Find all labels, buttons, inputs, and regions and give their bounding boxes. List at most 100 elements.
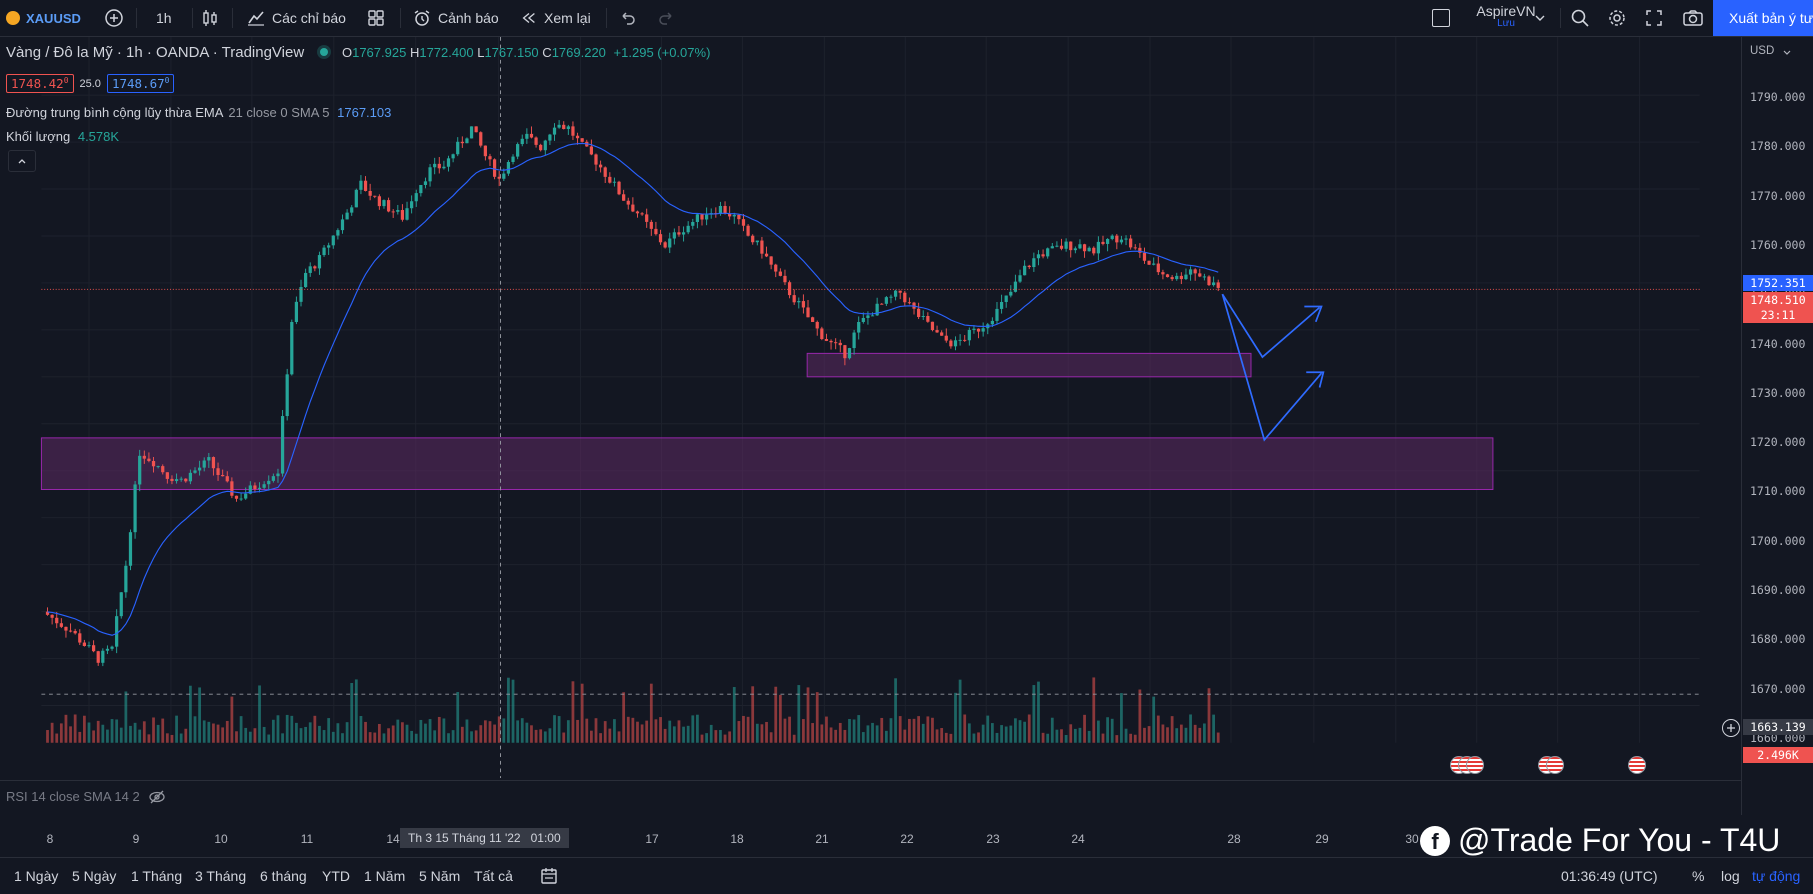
settings-button[interactable] <box>1607 0 1627 36</box>
volume-bar <box>83 715 86 743</box>
volume-legend[interactable]: Khối lượng 4.578K <box>6 129 119 144</box>
range-button[interactable]: 5 Năm <box>419 868 461 884</box>
range-button[interactable]: 1 Năm <box>364 868 406 884</box>
volume-bar <box>101 724 105 743</box>
volume-bar <box>949 733 953 743</box>
volume-bar <box>530 725 533 743</box>
us-flag-icon[interactable] <box>1628 756 1646 774</box>
search-button[interactable] <box>1570 0 1590 36</box>
candle-body <box>221 474 225 477</box>
indicators-button[interactable]: Các chỉ báo <box>246 0 346 36</box>
ema-legend[interactable]: Đường trung bình cộng lũy thừa EMA 21 cl… <box>6 105 391 120</box>
volume-bar <box>613 719 616 743</box>
clock-text: 01:36:49 (UTC) <box>1561 868 1658 884</box>
add-alert-button[interactable] <box>1722 719 1740 737</box>
rsi-pane[interactable]: RSI 14 close SMA 14 2 <box>0 780 1741 815</box>
volume-bar <box>308 722 312 743</box>
fullscreen-button[interactable] <box>1644 0 1664 36</box>
volume-bar <box>221 727 225 743</box>
range-button[interactable]: 5 Ngày <box>72 868 117 884</box>
candle-body <box>1184 274 1188 280</box>
redo-button[interactable] <box>656 0 676 36</box>
layout-toggle-checkbox[interactable] <box>1432 0 1450 36</box>
range-button[interactable]: 3 Tháng <box>195 868 247 884</box>
currency-label[interactable]: USD <box>1750 45 1775 57</box>
candle-body <box>806 307 810 318</box>
log-toggle[interactable]: log <box>1721 858 1740 894</box>
compare-symbol-button[interactable] <box>104 0 124 36</box>
volume-bar <box>774 686 778 743</box>
clock-display[interactable]: 01:36:49 (UTC) <box>1561 858 1657 894</box>
volume-bar <box>672 726 676 743</box>
candle-body <box>976 328 981 332</box>
volume-bar <box>230 696 234 743</box>
range-button[interactable]: Tất cả <box>474 868 513 884</box>
account-menu[interactable]: AspireVN Lưu <box>1466 3 1546 29</box>
interval-button[interactable]: 1h <box>156 0 172 36</box>
volume-bar <box>493 724 496 743</box>
bar-countdown: 23:11 <box>1743 307 1813 323</box>
candle-body <box>382 200 386 207</box>
price-chart[interactable] <box>0 37 1741 778</box>
volume-bar <box>55 733 59 743</box>
symbol-title[interactable]: Vàng / Đô la Mỹ · 1h · OANDA · TradingVi… <box>6 44 710 61</box>
candle-body <box>469 126 474 139</box>
candle-body <box>963 339 967 341</box>
volume-bar <box>92 730 95 743</box>
price-axis[interactable]: USD 1790.0001780.0001770.0001760.0001750… <box>1741 37 1813 815</box>
range-button[interactable]: YTD <box>322 868 350 884</box>
candle-body <box>1129 238 1133 248</box>
replay-button[interactable]: Xem lại <box>520 0 591 36</box>
publish-idea-button[interactable]: Xuất bản ý tư <box>1713 0 1813 36</box>
collapse-legend-button[interactable] <box>8 150 36 172</box>
volume-bar <box>1193 724 1197 743</box>
account-dropdown[interactable] <box>1534 0 1546 36</box>
support-zone-rect <box>40 437 1494 491</box>
candle-body <box>308 266 312 273</box>
undo-button[interactable] <box>618 0 638 36</box>
candle-body <box>824 339 829 341</box>
volume-bar <box>894 678 897 743</box>
date-range-button[interactable] <box>540 858 558 894</box>
candle-body <box>612 181 617 183</box>
sell-button[interactable]: 1748.420 <box>6 74 74 94</box>
candle-body <box>930 321 935 331</box>
volume-bar <box>1014 718 1017 743</box>
volume-bar <box>834 729 838 743</box>
buy-button[interactable]: 1748.670 <box>106 74 175 94</box>
candle-body <box>1115 235 1119 243</box>
candle-body <box>557 124 561 128</box>
symbol-search[interactable]: XAUUSD <box>6 0 81 36</box>
candle-body <box>566 126 570 130</box>
candle-body <box>967 329 971 341</box>
rsi-legend[interactable]: RSI 14 close SMA 14 2 <box>6 789 166 804</box>
candle-body <box>1018 275 1022 282</box>
auto-scale-toggle[interactable]: tự động <box>1752 858 1800 894</box>
gear-icon <box>1609 10 1625 26</box>
volume-bar <box>401 722 404 743</box>
volume-bar <box>815 692 819 743</box>
range-button[interactable]: 1 Tháng <box>131 868 183 884</box>
us-flag-icon[interactable] <box>1546 756 1564 774</box>
watermark-text: @Trade For You - T4U <box>1458 822 1781 858</box>
range-button[interactable]: 1 Ngày <box>14 868 59 884</box>
alerts-button[interactable]: Cảnh báo <box>412 0 499 36</box>
indicators-icon <box>248 11 264 26</box>
volume-bar <box>848 719 851 743</box>
snapshot-button[interactable] <box>1682 0 1704 36</box>
candle-body <box>336 230 340 236</box>
volume-bar <box>50 722 54 743</box>
range-button[interactable]: 6 tháng <box>260 868 307 884</box>
us-flag-icon[interactable] <box>1466 756 1484 774</box>
volume-bar <box>903 729 907 743</box>
chart-type-button[interactable] <box>200 0 220 36</box>
layouts-button[interactable] <box>366 0 386 36</box>
candle-body <box>543 140 547 151</box>
candle-body <box>1170 277 1174 280</box>
sell-price-sup: 0 <box>63 76 69 85</box>
candle-body <box>617 181 621 195</box>
candle-body <box>1032 258 1036 268</box>
percent-toggle[interactable]: % <box>1692 858 1704 894</box>
open-value: 1767.925 <box>352 45 407 60</box>
candle-body <box>1046 248 1050 257</box>
